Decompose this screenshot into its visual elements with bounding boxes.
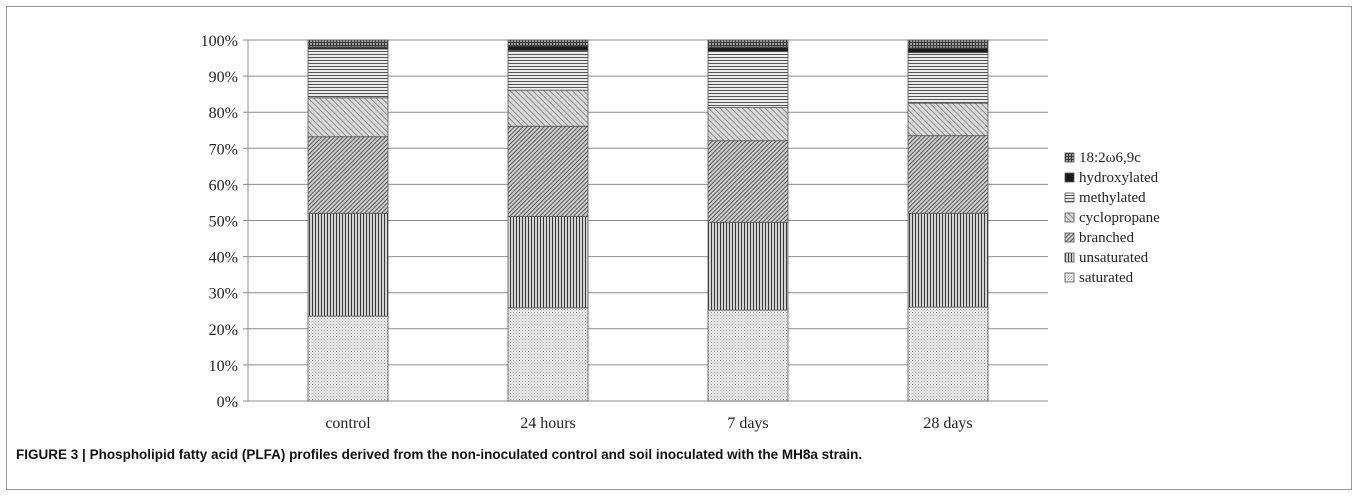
y-tick-label: 90% xyxy=(209,69,238,86)
bar-segment xyxy=(307,39,389,48)
bar-segment xyxy=(707,107,789,142)
bar-segment xyxy=(707,39,789,48)
y-tick-label: 10% xyxy=(209,358,238,375)
y-tick-label: 100% xyxy=(201,33,238,50)
y-tick-label: 60% xyxy=(209,177,238,194)
bar-segment xyxy=(507,125,589,217)
figure-label: FIGURE 3 | xyxy=(16,447,86,462)
y-tick-label: 30% xyxy=(209,286,238,303)
bar-segment xyxy=(707,46,789,52)
bar-segment xyxy=(507,89,589,127)
x-tick-label: 7 days xyxy=(727,415,768,432)
bar-segment xyxy=(707,221,789,311)
bar-segment xyxy=(907,102,989,137)
figure-frame xyxy=(6,6,1352,490)
legend-label: branched xyxy=(1079,230,1134,246)
bar-segment xyxy=(307,212,389,317)
legend-label: hydroxylated xyxy=(1079,170,1159,186)
bar-segment xyxy=(307,48,389,99)
bar-segment xyxy=(307,315,389,402)
bar-segment xyxy=(307,97,389,138)
bar-segment xyxy=(507,45,589,51)
y-tick-label: 20% xyxy=(209,322,238,339)
y-tick-label: 50% xyxy=(209,214,238,231)
bar-segment xyxy=(507,50,589,91)
bar-segment xyxy=(507,307,589,402)
legend-label: saturated xyxy=(1079,270,1134,286)
x-tick-label: 28 days xyxy=(923,415,972,432)
bar-segment xyxy=(907,306,989,402)
legend-label: cyclopropane xyxy=(1079,210,1160,226)
legend-swatch xyxy=(1064,272,1075,283)
legend-swatch xyxy=(1064,252,1075,263)
bar-segment xyxy=(307,136,389,214)
bar-segment xyxy=(707,51,789,108)
legend-swatch xyxy=(1064,232,1075,243)
x-tick-label: control xyxy=(325,415,371,432)
legend-swatch xyxy=(1064,172,1075,183)
x-tick-label: 24 hours xyxy=(520,415,576,432)
legend-swatch xyxy=(1064,152,1075,163)
legend-label: 18:2ω6,9c xyxy=(1079,150,1141,166)
legend-swatch xyxy=(1064,212,1075,223)
bar-segment xyxy=(907,212,989,308)
y-tick-label: 0% xyxy=(217,394,238,411)
bar-segment xyxy=(707,140,789,223)
legend-label: methylated xyxy=(1079,190,1146,206)
bar-segment xyxy=(907,47,989,54)
figure-caption: FIGURE 3 | Phospholipid fatty acid (PLFA… xyxy=(16,447,1346,462)
bar-segment xyxy=(507,216,589,309)
bar-segment xyxy=(907,135,989,214)
bar-segment xyxy=(907,52,989,104)
legend-label: unsaturated xyxy=(1079,250,1149,266)
y-tick-label: 40% xyxy=(209,250,238,267)
bar-segment xyxy=(907,39,989,49)
legend-swatch xyxy=(1064,192,1075,203)
bar-segment xyxy=(707,309,789,402)
y-tick-label: 80% xyxy=(209,105,238,122)
figure-caption-text: Phospholipid fatty acid (PLFA) profiles … xyxy=(89,447,863,462)
bar-segment xyxy=(507,39,589,47)
y-tick-label: 70% xyxy=(209,141,238,158)
